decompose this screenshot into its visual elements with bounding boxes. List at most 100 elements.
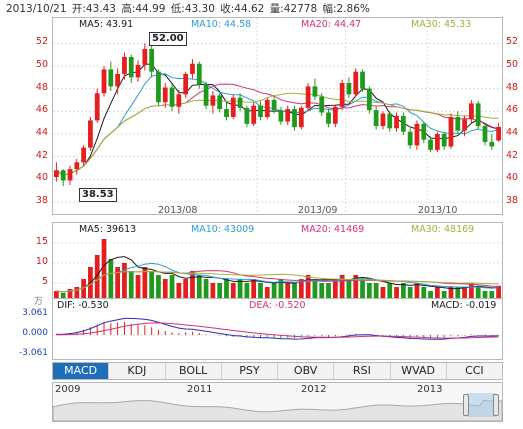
volume-bar [230,283,236,303]
tab-macd[interactable]: MACD [53,363,110,379]
quote-close: 收:44.62 [220,3,265,15]
x-label-sep: 2013/09 [298,205,338,216]
range-handle-left[interactable] [463,394,469,416]
price-axis-label-left: 42 [35,149,48,161]
macd-legend: DIF: -0.530 DEA: -0.520 MACD: -0.019 [53,299,502,311]
volume-bar [122,263,127,303]
volume-bar [190,271,195,303]
macd-axis-label: 3.061 [22,308,48,318]
volume-chart[interactable]: MA5: 39613 MA10: 43009 MA20: 41469 MA30:… [52,222,503,304]
price-chart[interactable]: MA5: 43.91 MA10: 44.58 MA20: 44.47 MA30:… [52,17,503,215]
volume-bar [366,283,372,303]
volume-bar [176,283,182,303]
nav-year-2009: 2009 [55,384,81,395]
volume-bar [210,283,216,303]
volume-chart-svg [53,239,502,303]
candle-body [400,115,406,132]
candle-body [135,64,141,78]
macd-chart[interactable]: DIF: -0.530 DEA: -0.520 MACD: -0.019 [52,298,503,360]
candle-body [414,123,420,146]
volume-bar [462,287,467,303]
volume-bar [251,279,257,303]
candle-body [387,113,393,129]
candle-body [108,69,114,87]
x-label-aug: 2013/08 [158,205,198,216]
quote-open: 开:43.43 [71,3,116,15]
tab-rsi[interactable]: RSI [334,363,391,379]
candle-body [264,100,270,117]
quote-high: 高:44.99 [121,3,166,15]
volume-axis-label: 15 [35,236,48,247]
volume-bar [380,287,386,303]
volume-bar [156,275,161,303]
volume-bar [312,279,318,303]
volume-ma30-line [56,270,499,293]
volume-bar [346,279,352,303]
volume-bar [400,283,406,303]
candle-body [88,120,93,148]
candle-body [67,169,73,181]
candle-body [122,56,127,74]
candle-body [176,94,182,107]
vol-legend-ma30: MA30: 48169 [411,224,475,235]
macd-legend-macd: MACD: -0.019 [431,300,497,311]
candle-body [373,110,379,127]
volume-bar [441,291,447,303]
range-handle-right[interactable] [493,394,499,416]
price-ma10-line [56,73,499,176]
tab-wvad[interactable]: WVAD [391,363,447,379]
nav-year-2011: 2011 [187,384,213,395]
candle-body [217,95,223,110]
candle-body [455,117,461,131]
candle-body [475,103,481,127]
candle-body [251,105,257,124]
volume-bar [339,275,345,303]
volume-bar [394,287,399,303]
candle-body [60,170,66,181]
volume-bar [271,283,277,303]
candle-body [115,73,121,87]
tab-boll[interactable]: BOLL [166,363,222,379]
tab-kdj[interactable]: KDJ [109,363,166,379]
legend-ma20: MA20: 44.47 [301,19,362,30]
candle-body [142,49,148,65]
price-axis-label-left: 44 [35,127,48,138]
candle-body [496,126,501,141]
volume-bar [434,287,440,303]
volume-bar [475,287,481,303]
volume-bar [332,279,338,303]
price-axis-label-right: 48 [506,81,519,93]
candle-body [237,97,243,108]
volume-axis-label: 10 [35,256,48,267]
volume-bar [135,275,141,303]
nav-year-2013: 2013 [417,384,443,395]
candle-body [482,126,488,142]
volume-bar [448,287,454,303]
tab-cci[interactable]: CCI [465,364,484,377]
price-axis-label-left: 50 [35,59,48,70]
candle-body [183,73,189,95]
navigator-selected-range [466,393,496,417]
price-axis-label-right: 42 [506,149,519,161]
tab-psy[interactable]: PSY [222,363,278,379]
price-axis-label-left: 40 [35,172,48,184]
volume-bar [414,283,420,303]
volume-bar [373,283,379,303]
volume-bar [94,255,100,303]
tab-obv[interactable]: OBV [278,363,335,379]
volume-axis-label: 5 [41,276,48,287]
volume-bar [482,291,488,303]
range-navigator[interactable]: 2009 2011 2012 2013 [52,382,503,422]
vol-legend-ma5: MA5: 39613 [79,224,137,235]
volume-bar [128,271,134,303]
volume-ma-legend: MA5: 39613 MA10: 43009 MA20: 41469 MA30:… [53,223,502,235]
candle-body [326,112,331,124]
volume-bar [421,287,427,303]
volume-bar [115,267,121,303]
price-ma-legend: MA5: 43.91 MA10: 44.58 MA20: 44.47 MA30:… [53,18,502,30]
volume-unit: 万 [34,297,44,307]
quote-change: 幅:2.86% [322,3,370,15]
candle-body [339,83,345,107]
macd-dif-line [56,317,499,340]
volume-bar [428,291,433,303]
